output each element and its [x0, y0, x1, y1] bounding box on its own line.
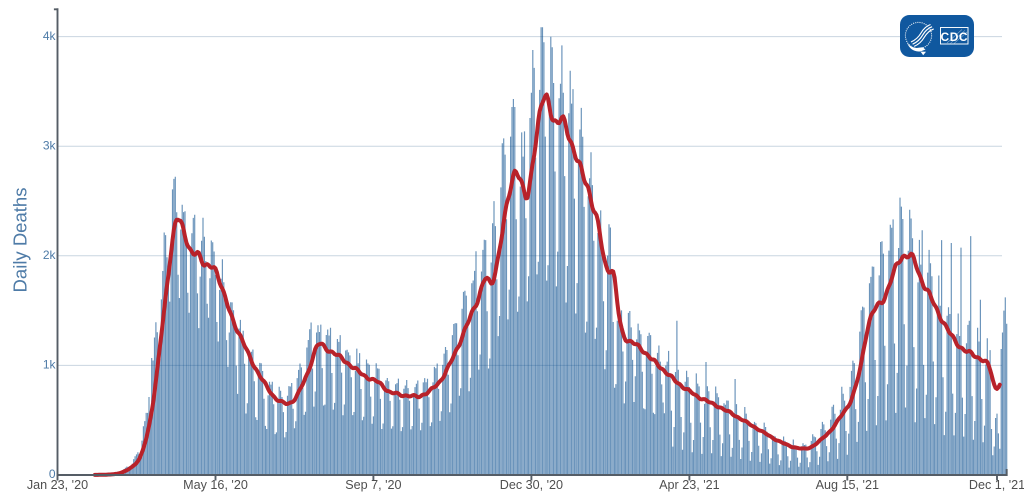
svg-text:4k: 4k — [43, 29, 57, 43]
svg-text:May 16, '20: May 16, '20 — [183, 478, 248, 492]
svg-text:2k: 2k — [43, 248, 57, 262]
svg-text:Daily Deaths: Daily Deaths — [10, 188, 31, 293]
svg-text:Jan 23, '20: Jan 23, '20 — [27, 478, 88, 492]
svg-text:0: 0 — [49, 467, 56, 481]
svg-text:Aug 15, '21: Aug 15, '21 — [816, 478, 879, 492]
svg-text:Dec 30, '20: Dec 30, '20 — [500, 478, 563, 492]
svg-text:Apr 23, '21: Apr 23, '21 — [659, 478, 720, 492]
svg-text:Dec 1, '21: Dec 1, '21 — [969, 478, 1024, 492]
svg-text:3k: 3k — [43, 138, 57, 152]
svg-text:Sep 7, '20: Sep 7, '20 — [345, 478, 401, 492]
svg-text:CDC: CDC — [941, 30, 969, 44]
svg-text:1k: 1k — [43, 358, 57, 372]
